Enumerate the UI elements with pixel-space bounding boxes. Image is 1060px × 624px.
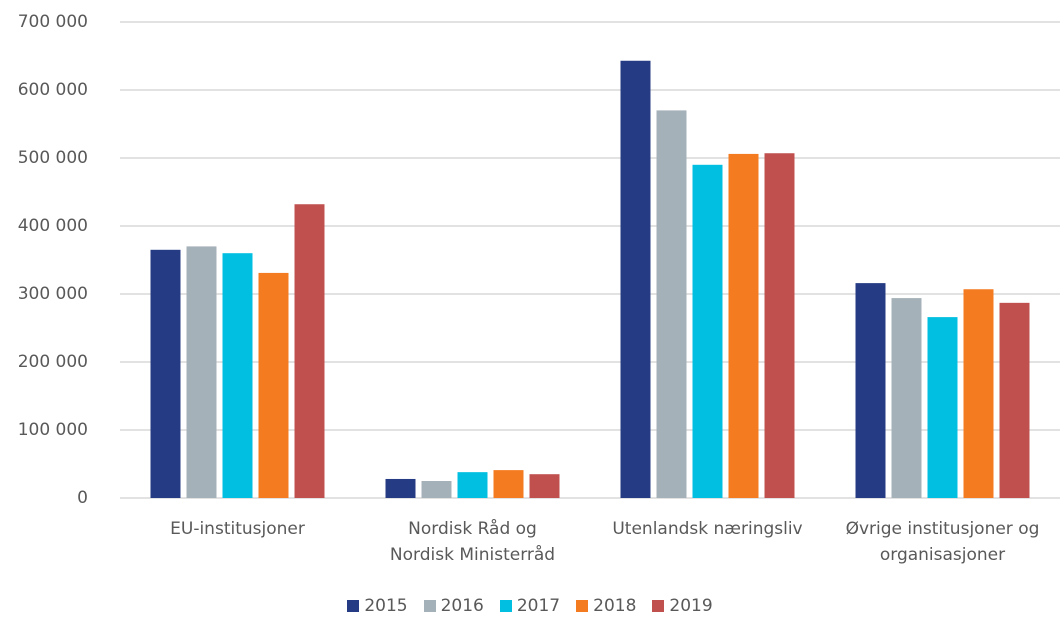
y-tick-label: 500 000: [17, 148, 88, 168]
bar: [963, 289, 994, 498]
legend-swatch: [499, 600, 512, 612]
legend-label: 2018: [593, 596, 637, 616]
bar: [457, 472, 488, 498]
bar: [728, 153, 759, 499]
bar: [294, 204, 325, 499]
bar: [186, 246, 217, 498]
y-tick-label: 100 000: [17, 420, 88, 440]
y-tick-label: 0: [77, 488, 88, 508]
bar: [620, 60, 651, 498]
legend-swatch: [423, 600, 436, 612]
legend-item: 2015: [347, 596, 408, 616]
bar: [656, 110, 687, 499]
y-tick-label: 300 000: [17, 284, 88, 304]
bar: [692, 164, 723, 499]
x-tick-label: EU-institusjoner: [170, 519, 305, 539]
bar: [999, 302, 1030, 498]
legend-label: 2019: [669, 596, 713, 616]
legend-swatch: [347, 600, 360, 612]
bar: [421, 481, 452, 498]
legend-item: 2016: [423, 596, 484, 616]
legend-swatch: [576, 600, 589, 612]
legend: 2015 2016 2017 2018 2019: [0, 596, 1060, 616]
y-tick-label: 600 000: [17, 80, 88, 100]
bar: [493, 470, 524, 498]
x-tick-label: Øvrige institusjoner og organisasjoner: [845, 519, 1040, 565]
y-tick-label: 200 000: [17, 352, 88, 372]
legend-item: 2018: [576, 596, 636, 616]
x-tick-label: Utenlandsk næringsliv: [612, 519, 803, 539]
x-tick-label: Nordisk Råd og Nordisk Ministerråd: [389, 519, 556, 565]
bar: [529, 474, 560, 498]
legend-label: 2015: [364, 596, 408, 616]
legend-swatch: [652, 600, 665, 612]
y-tick-label: 400 000: [17, 216, 88, 236]
bar: [222, 253, 253, 498]
bar: [855, 283, 886, 498]
bar: [258, 272, 289, 498]
legend-item: 2017: [499, 596, 561, 616]
bar: [891, 298, 922, 498]
legend-item: 2019: [652, 596, 713, 616]
bar: [150, 249, 181, 498]
legend-label: 2016: [440, 596, 484, 616]
bar: [927, 317, 958, 498]
bar: [385, 478, 416, 498]
y-tick-label: 700 000: [17, 12, 88, 32]
legend-label: 2017: [516, 596, 561, 616]
bar: [764, 153, 795, 499]
